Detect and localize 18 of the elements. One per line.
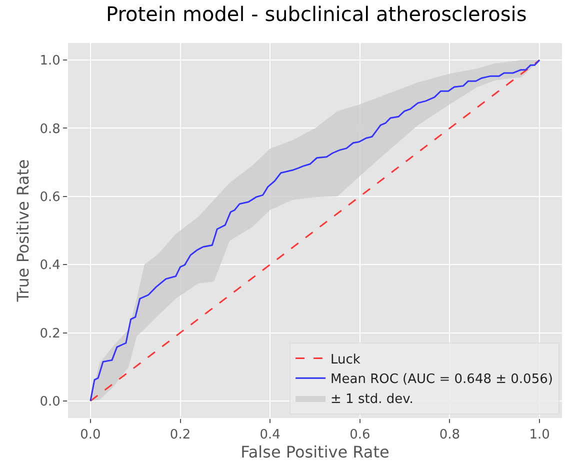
x-tick-label: 0.0 xyxy=(80,428,101,443)
x-axis-title: False Positive Rate xyxy=(240,442,390,462)
y-tick-label: 0.6 xyxy=(40,190,60,205)
y-tick-label: 0.4 xyxy=(40,258,60,274)
x-tick-label: 1.0 xyxy=(529,428,550,443)
legend-label: ± 1 std. dev. xyxy=(330,392,414,408)
chart-title: Protein model - subclinical atherosclerosis xyxy=(106,2,527,26)
y-tick-label: 0.2 xyxy=(40,326,60,342)
x-tick-label: 0.8 xyxy=(439,428,460,443)
x-tick-label: 0.4 xyxy=(260,428,280,443)
legend-label: Luck xyxy=(330,352,361,368)
y-axis-title: True Positive Rate xyxy=(14,159,33,303)
x-tick-label: 0.2 xyxy=(170,428,191,443)
y-tick-label: 0.8 xyxy=(40,122,60,137)
y-tick-label: 0.0 xyxy=(40,394,60,410)
y-tick-label: 1.0 xyxy=(40,54,60,69)
x-tick-label: 0.6 xyxy=(350,428,370,443)
legend-label: Mean ROC (AUC = 0.648 ± 0.056) xyxy=(330,372,553,388)
